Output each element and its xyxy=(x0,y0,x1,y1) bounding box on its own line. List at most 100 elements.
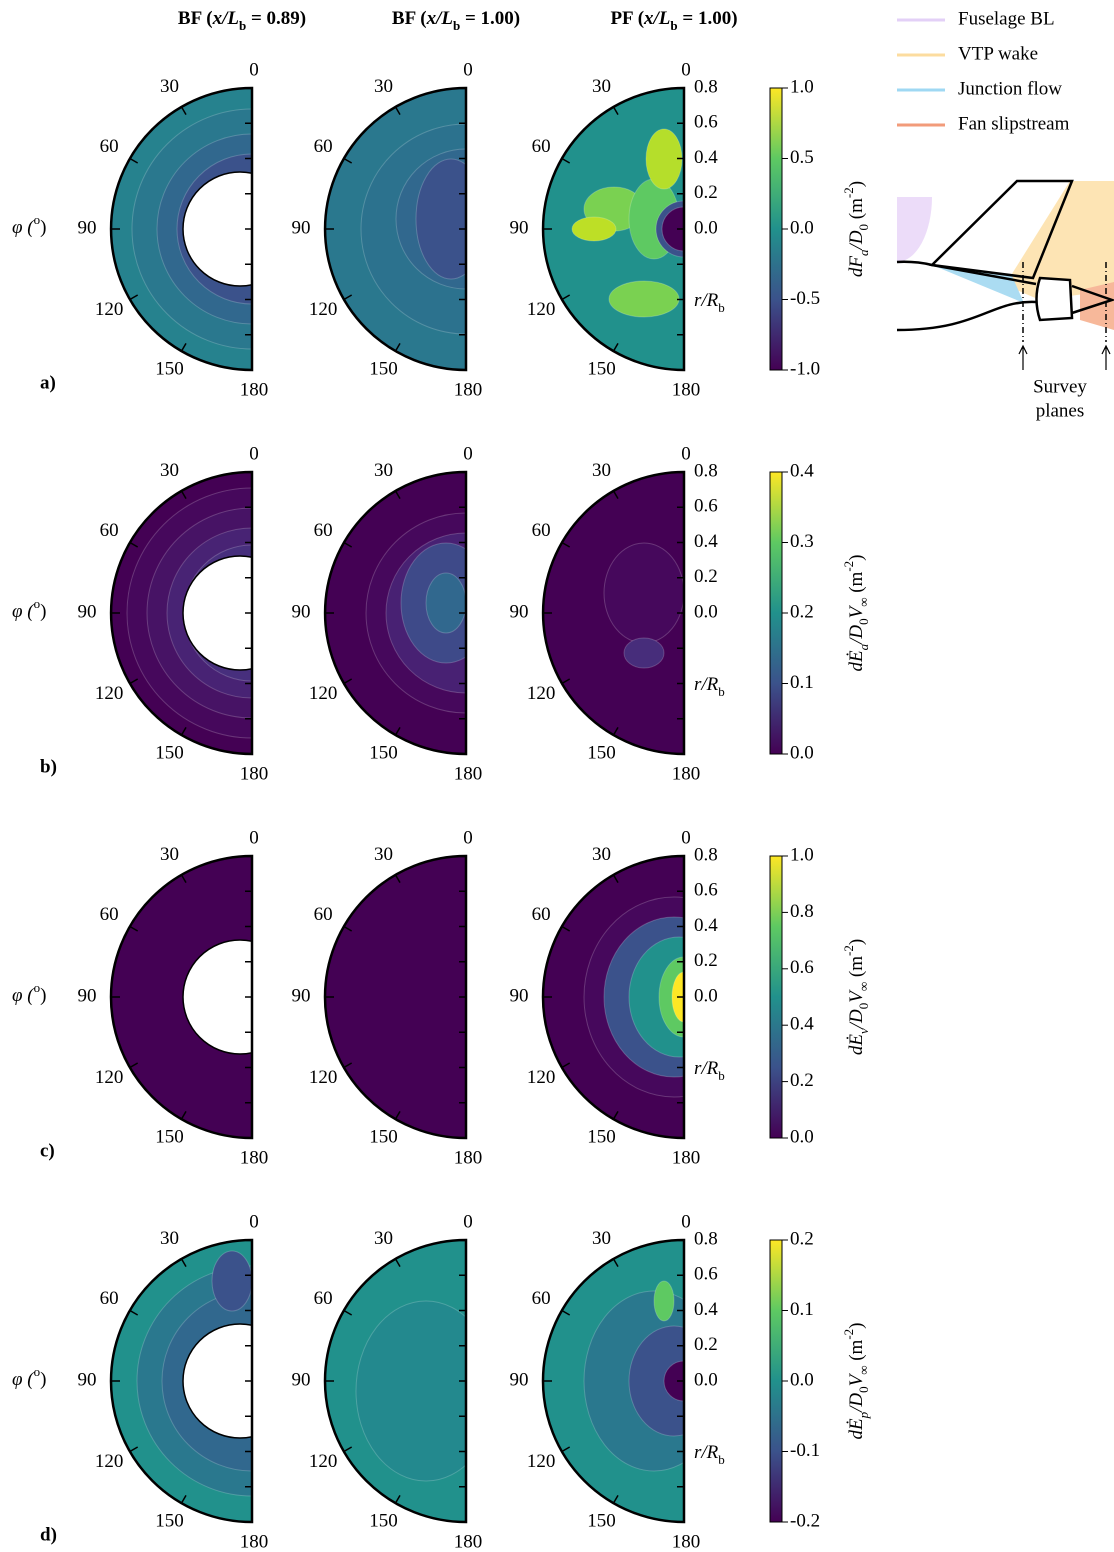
angle-label: 150 xyxy=(369,1127,398,1148)
colorbar-tick-label: 0.0 xyxy=(790,1126,814,1147)
radial-label: r/Rb xyxy=(694,290,725,315)
angle-label: 60 xyxy=(314,1288,333,1309)
angle-tick xyxy=(129,541,139,548)
diagram-label: planes xyxy=(1036,400,1085,421)
colorbar-label-part: ) xyxy=(846,1322,867,1328)
column-header-part: x/L xyxy=(426,8,453,29)
colorbar-label-part: ∞ xyxy=(856,1366,871,1375)
angle-tick xyxy=(394,1110,401,1120)
angle-tick xyxy=(180,1110,187,1120)
legend-label: Fan slipstream xyxy=(958,113,1070,134)
plot-outline xyxy=(109,1238,254,1524)
angle-tick xyxy=(612,1110,619,1120)
angle-label: 0 xyxy=(463,827,473,848)
contour-plot xyxy=(325,88,466,370)
contour-plot xyxy=(111,856,252,1138)
angle-label: 120 xyxy=(309,1451,338,1472)
colorbar-label-part: /D xyxy=(846,230,867,250)
colorbar-tick-label: 0.0 xyxy=(790,1369,814,1390)
angle-label: 90 xyxy=(292,217,311,238)
angle-tick xyxy=(561,541,571,548)
body-section xyxy=(182,1323,252,1439)
angle-label: 0 xyxy=(249,59,259,80)
colorbar-label-part: dF xyxy=(846,256,867,278)
contour-plot xyxy=(325,1240,466,1522)
radial-label-part: r/R xyxy=(694,290,719,311)
diagram-label: Survey xyxy=(1033,376,1087,397)
angle-label: 180 xyxy=(672,1531,701,1552)
radial-tick-label: 0.4 xyxy=(694,531,718,552)
colorbar-label-part: (m xyxy=(846,956,867,982)
angle-tick xyxy=(129,925,139,932)
phi-label-part: φ ( xyxy=(12,217,35,238)
phi-label-part: φ ( xyxy=(12,1369,35,1390)
angle-label: 30 xyxy=(160,76,179,97)
angle-label: 30 xyxy=(374,76,393,97)
angle-label: 60 xyxy=(100,136,119,157)
radial-label-part: b xyxy=(718,1068,725,1083)
angle-label: 180 xyxy=(454,1147,483,1168)
angle-label: 180 xyxy=(454,379,483,400)
radial-tick-label: 0.8 xyxy=(694,76,718,97)
angle-label: 180 xyxy=(454,763,483,784)
contour-band xyxy=(425,572,466,634)
radial-tick-label: 0.2 xyxy=(694,566,718,587)
column-header-part: x/L xyxy=(643,8,670,29)
angle-tick xyxy=(612,874,619,884)
colorbar-label-part: V xyxy=(846,989,867,1003)
contour-plot xyxy=(111,88,252,370)
column-header-part: BF ( xyxy=(178,8,213,29)
angle-label: 150 xyxy=(587,1511,616,1532)
angle-tick xyxy=(180,106,187,116)
colorbar-label-part: ∞ xyxy=(856,598,871,607)
colorbar-tick-label: 0.2 xyxy=(790,1228,814,1249)
angle-label: 30 xyxy=(592,460,611,481)
radial-tick-label: 0.0 xyxy=(694,985,718,1006)
angle-tick xyxy=(612,106,619,116)
colorbar-label-part: /D xyxy=(846,1393,867,1413)
angle-tick xyxy=(129,1062,139,1069)
plot-outline xyxy=(323,470,468,756)
angle-tick xyxy=(343,1446,353,1453)
angle-tick xyxy=(394,726,401,736)
angle-label: 90 xyxy=(292,985,311,1006)
radial-tick-label: 0.8 xyxy=(694,1228,718,1249)
angle-label: 90 xyxy=(78,601,97,622)
angle-label: 180 xyxy=(240,763,269,784)
column-header-part: x/L xyxy=(212,8,239,29)
radial-label-part: b xyxy=(718,684,725,699)
angle-label: 120 xyxy=(95,1067,124,1088)
colorbar-tick-label: 0.4 xyxy=(790,1014,814,1035)
phi-label-part: ) xyxy=(40,217,46,238)
angle-label: 30 xyxy=(374,460,393,481)
angle-label: 60 xyxy=(314,136,333,157)
phi-label-part: ) xyxy=(40,985,46,1006)
angle-label: 150 xyxy=(369,743,398,764)
colorbar-label-part: -2 xyxy=(841,561,856,572)
colorbar-tick-label: 0.6 xyxy=(790,957,814,978)
radial-label-part: r/R xyxy=(694,674,719,695)
colorbar xyxy=(769,855,783,1139)
phi-label-part: o xyxy=(34,980,41,995)
angle-label: 150 xyxy=(369,359,398,380)
colorbar-label-part: V xyxy=(846,1372,867,1386)
radial-tick-label: 0.8 xyxy=(694,460,718,481)
angle-tick xyxy=(343,541,353,548)
column-header-part: b xyxy=(670,18,677,33)
plot-outline xyxy=(109,86,254,372)
colorbar-label-part: -2 xyxy=(841,1329,856,1340)
plot-outline xyxy=(109,470,254,756)
angle-label: 90 xyxy=(78,985,97,1006)
angle-tick xyxy=(180,342,187,352)
colorbar-label: dFa/D0 (m-2) xyxy=(841,181,871,277)
colorbar-tick-label: 0.2 xyxy=(790,601,814,622)
contour-band xyxy=(653,1280,675,1322)
angle-label: 120 xyxy=(309,299,338,320)
contour-band xyxy=(608,280,680,318)
legend-label: Junction flow xyxy=(958,78,1062,99)
angle-label: 90 xyxy=(78,217,97,238)
colorbar-tick-label: 0.0 xyxy=(790,742,814,763)
colorbar-label-part: dĖ xyxy=(846,1034,867,1056)
panel-label: b) xyxy=(40,756,57,777)
panel-label: c) xyxy=(40,1140,55,1161)
